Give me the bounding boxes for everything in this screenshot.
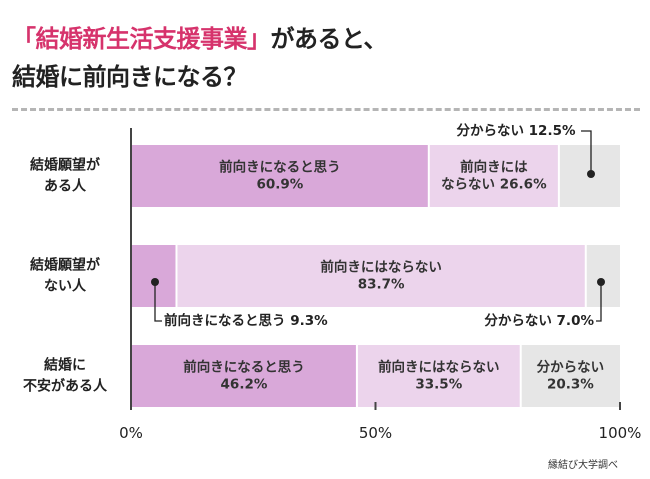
bar-segment bbox=[520, 345, 620, 407]
data-label-line: 前向きにはならない bbox=[378, 359, 500, 376]
category-label-line: 結婚願望が bbox=[30, 257, 101, 274]
leader-line bbox=[581, 130, 592, 174]
title-line2: 結婚に前向きになる？ bbox=[12, 63, 248, 91]
title-divider bbox=[12, 108, 640, 111]
bar-segment bbox=[131, 245, 177, 307]
leader-line bbox=[596, 282, 602, 322]
data-label-line: 前向きにはならない bbox=[320, 259, 442, 276]
bar-segment bbox=[176, 245, 586, 307]
category-label: 結婚に不安がある人 bbox=[23, 357, 108, 395]
title-rest: があると、 bbox=[270, 25, 388, 53]
bar-segment bbox=[356, 345, 521, 407]
data-label: 分からない 20.3% bbox=[537, 360, 605, 393]
leader-line bbox=[154, 282, 162, 322]
x-tick-label-line: 0% bbox=[119, 424, 143, 442]
data-label-line: 46.2% bbox=[221, 377, 268, 393]
data-label-line: 前向きになると思う bbox=[219, 159, 341, 176]
data-label-line: 前向きには bbox=[460, 159, 528, 176]
bar-segment bbox=[131, 345, 357, 407]
data-label: 分からない 7.0% bbox=[484, 313, 594, 329]
x-tick-label: 50% bbox=[359, 424, 392, 442]
bar-segment bbox=[585, 245, 620, 307]
category-label: 結婚願望がない人 bbox=[30, 257, 101, 295]
data-label-line: 60.9% bbox=[256, 177, 303, 193]
source-note: 縁結び大学調べ bbox=[548, 460, 618, 471]
bar-segment bbox=[131, 145, 429, 207]
x-tick-label: 0% bbox=[119, 424, 143, 442]
data-label: 前向きにはならない 26.6% bbox=[441, 159, 547, 193]
data-label-line: ならない 26.6% bbox=[441, 177, 547, 193]
data-label: 分からない 12.5% bbox=[456, 123, 576, 139]
data-label-line: 33.5% bbox=[415, 377, 462, 393]
category-label-line: 結婚願望が bbox=[30, 157, 101, 174]
data-label-line: 20.3% bbox=[547, 377, 594, 393]
data-label: 前向きにはならない 33.5% bbox=[378, 359, 500, 393]
title-highlight: 「結婚新生活支援事業」 bbox=[12, 25, 271, 53]
data-label: 前向きになると思う 60.9% bbox=[219, 159, 341, 193]
x-tick-label: 100% bbox=[599, 424, 642, 442]
data-label: 前向きにはならない 83.7% bbox=[320, 259, 442, 293]
category-label-line: 結婚に bbox=[44, 357, 86, 374]
x-tick-label-line: 50% bbox=[359, 424, 392, 442]
data-label-line: 分からない bbox=[537, 360, 605, 376]
data-label: 前向きになると思う 9.3% bbox=[164, 312, 328, 329]
category-label-line: 不安がある人 bbox=[23, 378, 108, 395]
data-label: 前向きになると思う 46.2% bbox=[183, 359, 305, 393]
data-label-line: 前向きになると思う 9.3% bbox=[164, 312, 328, 329]
bar-segment bbox=[428, 145, 559, 207]
category-label: 結婚願望がある人 bbox=[30, 157, 101, 195]
x-tick-label-line: 100% bbox=[599, 424, 642, 442]
leader-dot bbox=[587, 170, 595, 178]
category-label-line: ない人 bbox=[44, 278, 87, 295]
data-label-line: 分からない 12.5% bbox=[456, 123, 576, 139]
data-label-line: 前向きになると思う bbox=[183, 359, 305, 376]
category-label-line: ある人 bbox=[44, 178, 87, 195]
data-label-line: 分からない 7.0% bbox=[484, 313, 594, 329]
data-label-line: 83.7% bbox=[358, 277, 405, 293]
chart-title: 「結婚新生活支援事業」があると、 結婚に前向きになる？ bbox=[12, 20, 642, 96]
